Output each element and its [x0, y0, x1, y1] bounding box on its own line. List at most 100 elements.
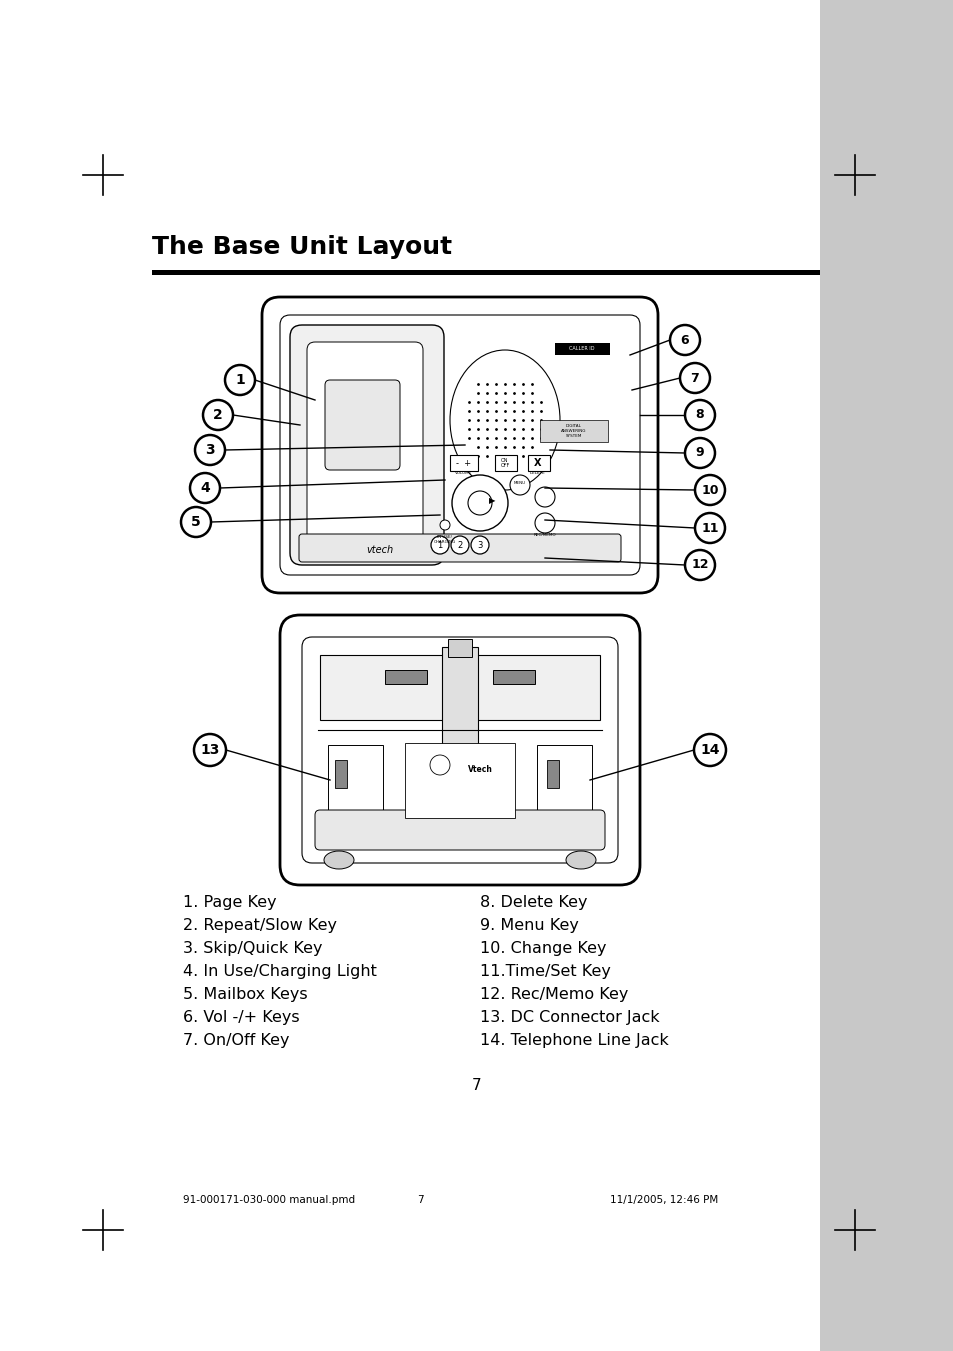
Circle shape — [471, 536, 489, 554]
Bar — [328, 744, 382, 825]
Bar — [450, 455, 477, 471]
Circle shape — [695, 513, 724, 543]
Circle shape — [181, 507, 211, 536]
Text: vtech: vtech — [366, 544, 394, 555]
Circle shape — [225, 365, 254, 394]
Circle shape — [194, 435, 225, 465]
Text: 11.Time/Set Key: 11.Time/Set Key — [479, 965, 610, 979]
FancyBboxPatch shape — [290, 326, 443, 565]
Text: 2. Repeat/Slow Key: 2. Repeat/Slow Key — [183, 917, 336, 934]
Bar — [527, 455, 550, 471]
Text: 7: 7 — [416, 1196, 423, 1205]
Circle shape — [452, 476, 507, 531]
Text: 3: 3 — [205, 443, 214, 457]
Text: 6: 6 — [680, 334, 689, 346]
Text: 12. Rec/Memo Key: 12. Rec/Memo Key — [479, 988, 628, 1002]
Text: 14: 14 — [700, 743, 719, 757]
Text: DELETE: DELETE — [530, 471, 545, 476]
Text: 9. Menu Key: 9. Menu Key — [479, 917, 578, 934]
Text: 5. Mailbox Keys: 5. Mailbox Keys — [183, 988, 307, 1002]
Text: 11: 11 — [700, 521, 718, 535]
Bar — [152, 270, 820, 276]
Circle shape — [535, 486, 555, 507]
FancyBboxPatch shape — [314, 811, 604, 850]
Text: -  +: - + — [456, 458, 471, 467]
Text: REC/MEMO: REC/MEMO — [533, 534, 556, 536]
Text: 4: 4 — [200, 481, 210, 494]
Text: 6. Vol -/+ Keys: 6. Vol -/+ Keys — [183, 1011, 299, 1025]
Text: MENU: MENU — [514, 481, 525, 485]
Text: 8: 8 — [695, 408, 703, 422]
FancyBboxPatch shape — [307, 342, 422, 549]
Text: IN USE/
CHARGING: IN USE/ CHARGING — [434, 535, 456, 543]
Circle shape — [684, 550, 714, 580]
FancyBboxPatch shape — [302, 638, 618, 863]
Text: Vtech: Vtech — [467, 766, 492, 774]
FancyBboxPatch shape — [325, 380, 399, 470]
Text: 7: 7 — [690, 372, 699, 385]
FancyBboxPatch shape — [280, 315, 639, 576]
Text: 7: 7 — [472, 1078, 481, 1093]
Text: 5: 5 — [191, 515, 201, 530]
Circle shape — [695, 476, 724, 505]
Text: 4. In Use/Charging Light: 4. In Use/Charging Light — [183, 965, 376, 979]
Bar — [441, 647, 477, 747]
Circle shape — [684, 438, 714, 467]
Text: 13: 13 — [200, 743, 219, 757]
Bar — [546, 761, 558, 788]
Text: 3: 3 — [476, 540, 482, 550]
Text: 91-000171-030-000 manual.pmd: 91-000171-030-000 manual.pmd — [183, 1196, 355, 1205]
Bar — [493, 670, 535, 684]
Text: DIGITAL
ANSWERING
SYSTEM: DIGITAL ANSWERING SYSTEM — [560, 424, 586, 438]
Text: 12: 12 — [691, 558, 708, 571]
Text: ON
OFF: ON OFF — [500, 458, 509, 469]
Bar — [335, 761, 347, 788]
Circle shape — [684, 400, 714, 430]
Ellipse shape — [450, 350, 559, 490]
Bar — [495, 455, 517, 471]
Circle shape — [439, 520, 450, 530]
Bar — [820, 0, 953, 1351]
Bar — [448, 639, 472, 657]
Text: The Base Unit Layout: The Base Unit Layout — [152, 235, 452, 259]
FancyBboxPatch shape — [262, 297, 658, 593]
Text: 10: 10 — [700, 484, 718, 497]
Text: 10. Change Key: 10. Change Key — [479, 942, 606, 957]
Text: 8. Delete Key: 8. Delete Key — [479, 894, 587, 911]
Circle shape — [190, 473, 220, 503]
Bar — [319, 655, 599, 720]
Bar — [405, 743, 515, 817]
Text: 14. Telephone Line Jack: 14. Telephone Line Jack — [479, 1034, 668, 1048]
Text: 11/1/2005, 12:46 PM: 11/1/2005, 12:46 PM — [609, 1196, 718, 1205]
Ellipse shape — [324, 851, 354, 869]
Text: 2: 2 — [456, 540, 462, 550]
FancyBboxPatch shape — [298, 534, 620, 562]
Text: 3. Skip/Quick Key: 3. Skip/Quick Key — [183, 942, 322, 957]
Bar — [555, 343, 609, 355]
Ellipse shape — [565, 851, 596, 869]
Text: 13. DC Connector Jack: 13. DC Connector Jack — [479, 1011, 659, 1025]
Circle shape — [679, 363, 709, 393]
Circle shape — [430, 755, 450, 775]
Circle shape — [431, 536, 449, 554]
Circle shape — [193, 734, 226, 766]
Circle shape — [451, 536, 469, 554]
FancyBboxPatch shape — [280, 615, 639, 885]
Text: 7. On/Off Key: 7. On/Off Key — [183, 1034, 289, 1048]
Text: 1: 1 — [436, 540, 442, 550]
Circle shape — [669, 326, 700, 355]
Text: CALLER ID: CALLER ID — [569, 346, 594, 351]
Text: 9: 9 — [695, 446, 703, 459]
Text: 2: 2 — [213, 408, 223, 422]
Bar — [537, 744, 592, 825]
Bar — [539, 420, 607, 442]
Text: 1. Page Key: 1. Page Key — [183, 894, 276, 911]
Bar — [385, 670, 427, 684]
Text: ▶: ▶ — [488, 497, 495, 505]
Text: VOLUME: VOLUME — [455, 471, 472, 476]
Text: X: X — [534, 458, 541, 467]
Circle shape — [468, 490, 492, 515]
Circle shape — [693, 734, 725, 766]
Circle shape — [203, 400, 233, 430]
Circle shape — [510, 476, 530, 494]
